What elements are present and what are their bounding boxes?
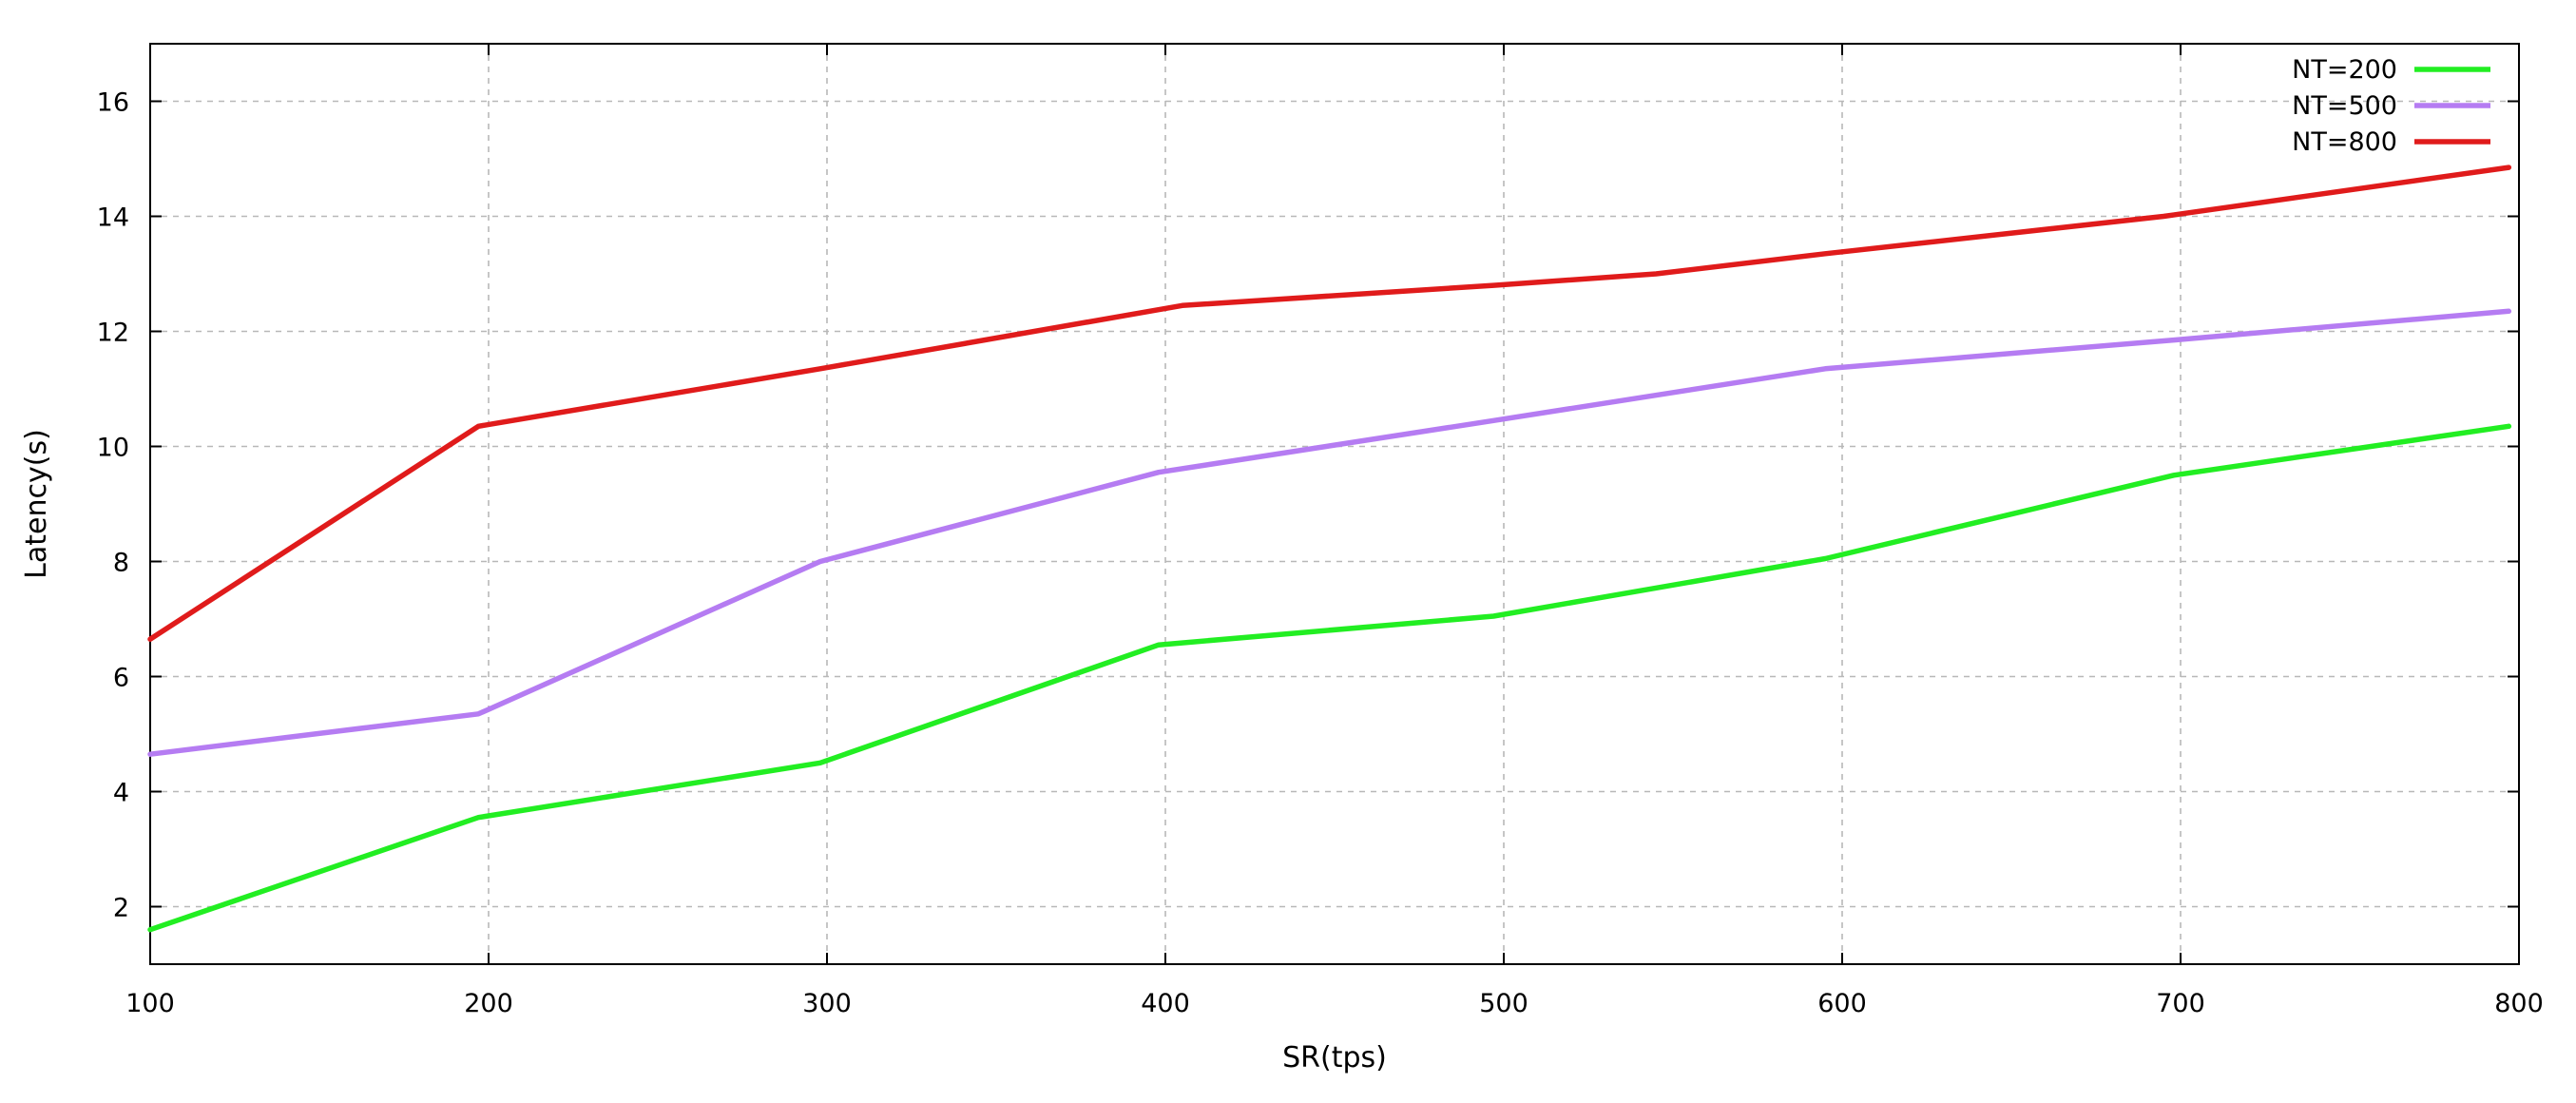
x-tick-label: 200 — [464, 989, 513, 1018]
x-axis-ticks: 100 200 300 400 500 600 700 800 — [125, 44, 2544, 1018]
y-tick-label: 10 — [97, 434, 129, 463]
series-line-nt-500 — [147, 308, 2512, 757]
legend-label: NT=800 — [2292, 127, 2397, 157]
y-tick-label: 14 — [97, 203, 129, 233]
y-tick-label: 16 — [97, 88, 129, 118]
y-axis-ticks: 2 4 6 8 10 12 14 16 — [97, 88, 2519, 923]
y-tick-label: 12 — [97, 319, 129, 348]
x-tick-label: 700 — [2156, 989, 2205, 1018]
x-tick-label: 600 — [1817, 989, 1867, 1018]
y-axis-label: Latency(s) — [20, 429, 53, 579]
x-tick-label: 800 — [2494, 989, 2544, 1018]
legend-label: NT=500 — [2292, 91, 2397, 121]
y-tick-label: 2 — [113, 894, 129, 923]
series-line-nt-200 — [147, 423, 2512, 933]
x-tick-label: 400 — [1141, 989, 1190, 1018]
grid-lines — [150, 44, 2519, 964]
x-tick-label: 500 — [1479, 989, 1528, 1018]
series-lines — [147, 164, 2512, 933]
series-line-nt-800 — [147, 164, 2512, 642]
legend: NT=200 NT=500 NT=800 — [2292, 55, 2490, 157]
y-tick-label: 8 — [113, 549, 129, 578]
y-tick-label: 6 — [113, 664, 129, 693]
x-tick-label: 300 — [802, 989, 852, 1018]
y-tick-label: 4 — [113, 779, 129, 808]
legend-label: NT=200 — [2292, 55, 2397, 85]
plot-area-frame — [149, 43, 2520, 965]
x-axis-label: SR(tps) — [1282, 1041, 1387, 1074]
x-tick-label: 100 — [125, 989, 175, 1018]
